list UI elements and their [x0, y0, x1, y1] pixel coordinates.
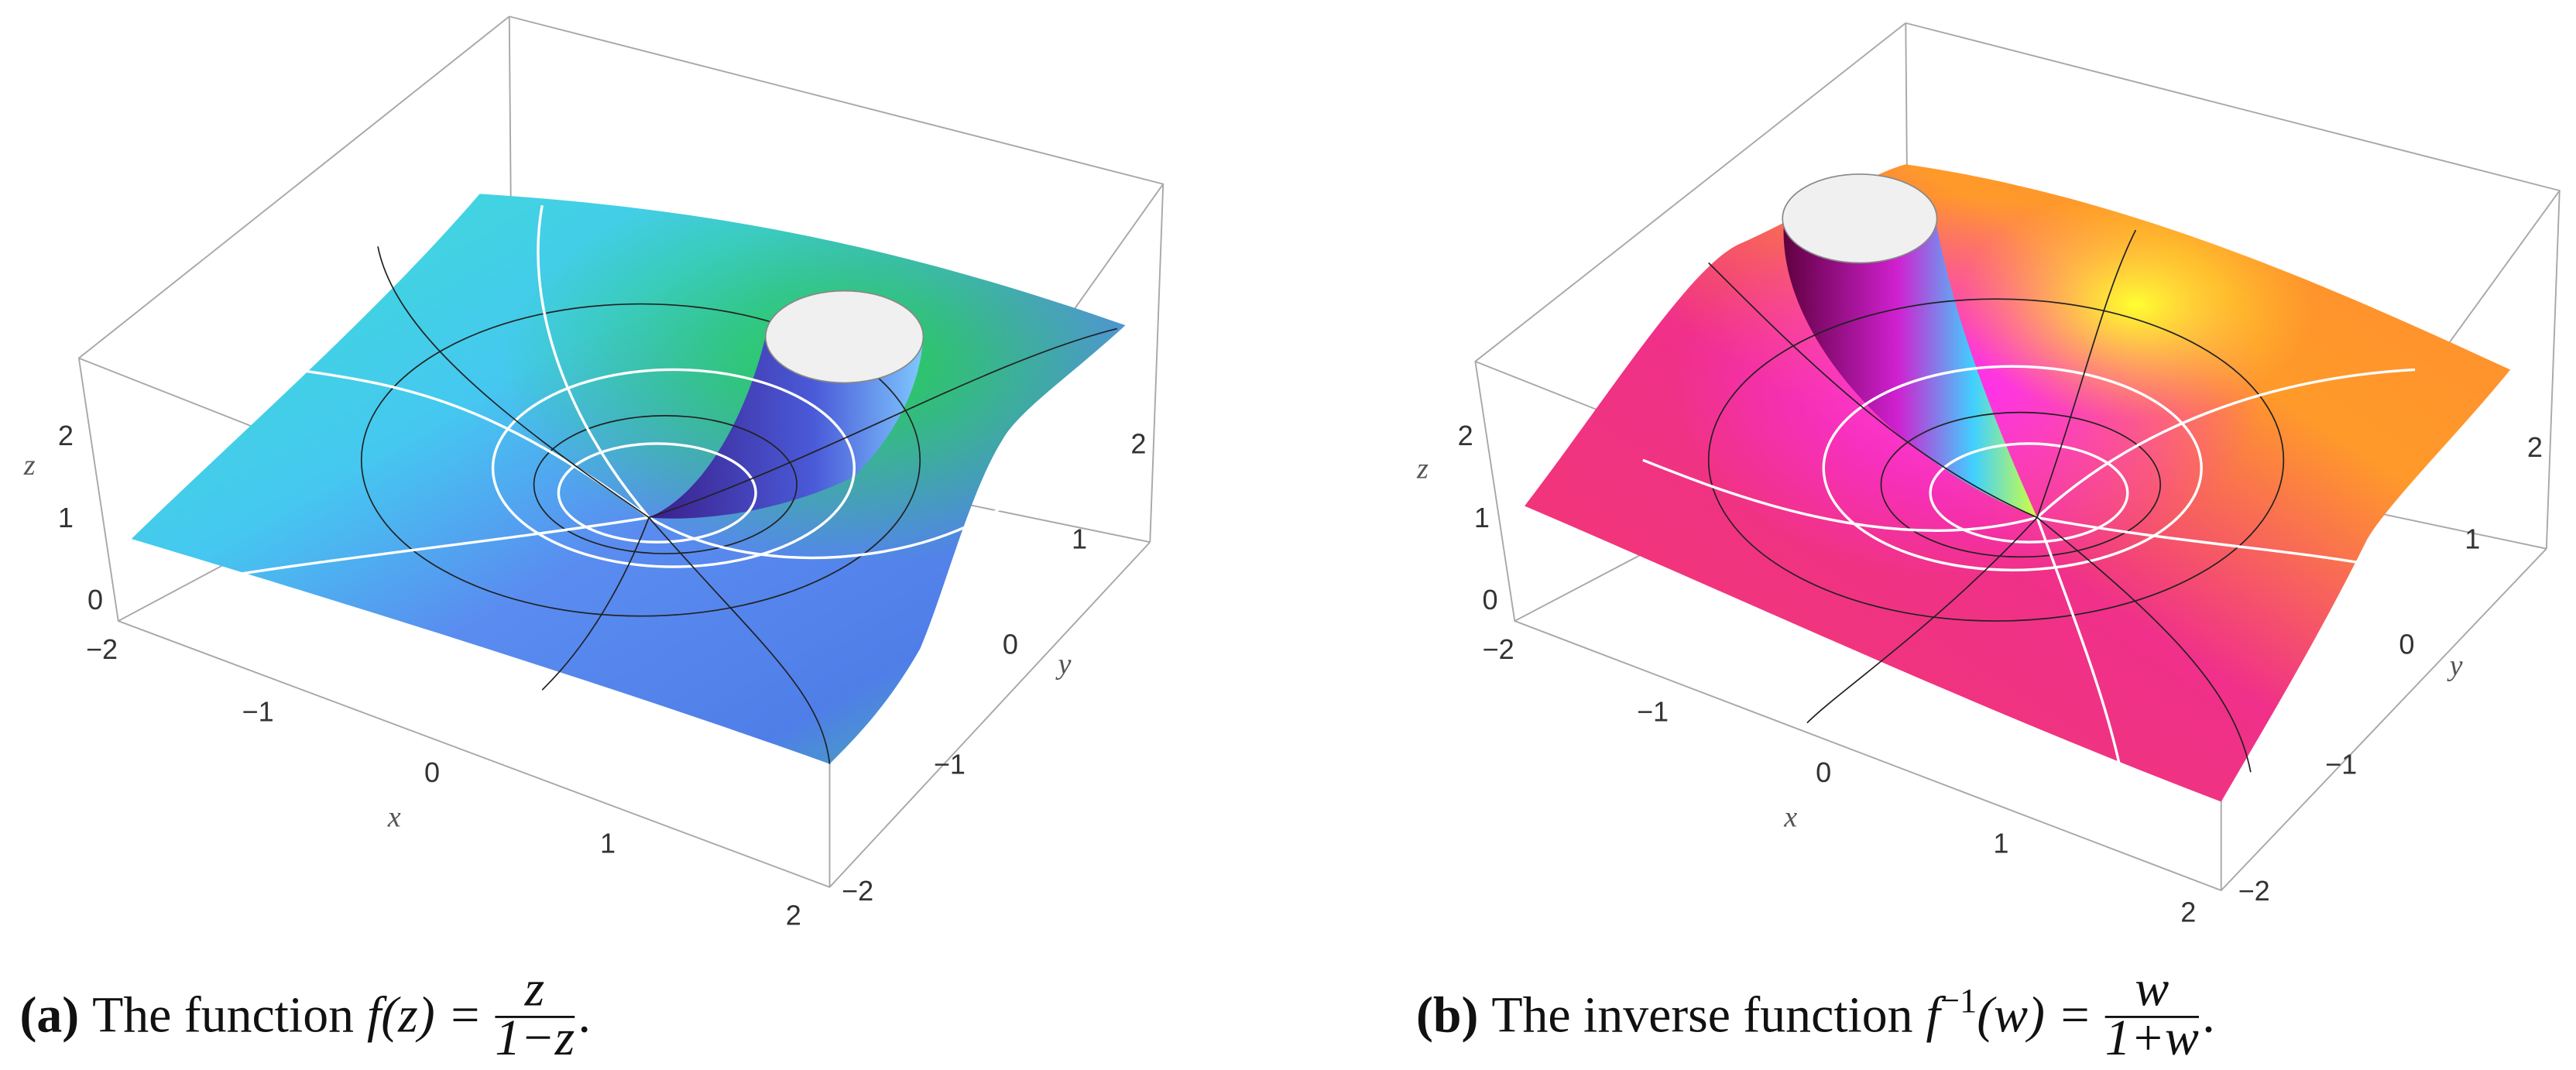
y-tick-label: −2: [2238, 875, 2270, 907]
z-axis-label: z: [1416, 452, 1429, 485]
y-tick-label: 1: [1072, 523, 1087, 555]
plot-b: [1474, 22, 2561, 892]
y-tick-label: 1: [2465, 523, 2480, 555]
x-tick-label: 0: [1816, 756, 1831, 788]
cap: [764, 290, 924, 384]
x-axis-label: x: [387, 801, 401, 833]
z-tick-label: 2: [1458, 420, 1473, 451]
x-tick-label: 1: [600, 827, 616, 859]
x-tick-label: 0: [424, 756, 440, 788]
contour-lines: [213, 204, 1118, 764]
y-tick-label: 0: [1003, 629, 1018, 660]
x-tick-label: 2: [2180, 896, 2196, 928]
y-tick-label: 0: [2399, 629, 2414, 660]
caption-denominator: 1−z: [495, 1010, 575, 1066]
x-tick-label: 2: [786, 900, 801, 931]
y-tick-label: −1: [934, 748, 966, 780]
caption-text: The inverse function: [1491, 987, 1912, 1044]
caption-superscript: −1: [1940, 981, 1977, 1020]
x-axis-label: x: [1783, 801, 1797, 833]
contour-lines: [1642, 229, 2416, 773]
y-tick-label: 2: [1130, 428, 1146, 460]
z-axis-label: z: [23, 449, 36, 482]
caption-numerator: w: [2135, 961, 2169, 1017]
z-tick-label: 2: [58, 420, 74, 451]
x-tick-label: −2: [1483, 633, 1514, 665]
x-tick-label: −1: [242, 696, 274, 728]
caption-denominator: 1+w: [2105, 1010, 2199, 1066]
caption-punctuation: .: [578, 987, 591, 1044]
y-axis-label: y: [2447, 650, 2463, 682]
z-tick-label: 0: [1482, 584, 1497, 616]
caption-label: (b): [1416, 987, 1478, 1044]
surface-shade: [131, 194, 1126, 764]
caption: (b) The inverse function f−1(w) = w1+w.: [1416, 961, 2215, 1067]
z-tick-label: 1: [58, 502, 74, 533]
caption-punctuation: .: [2202, 987, 2214, 1044]
y-tick-label: −1: [2325, 748, 2357, 780]
x-tick-label: −1: [1637, 696, 1669, 728]
z-tick-label: 0: [87, 584, 103, 616]
plot-a: [77, 15, 1165, 888]
caption-numerator: z: [524, 961, 545, 1017]
y-tick-label: −2: [842, 875, 873, 907]
x-tick-label: 1: [1993, 827, 2008, 859]
y-axis-label: y: [1055, 648, 1071, 681]
caption-label: (a): [19, 987, 79, 1044]
cap: [1782, 173, 1938, 264]
caption: (a) The function f(z) = z1−z.: [19, 961, 591, 1067]
caption-arg: (z) =: [381, 987, 482, 1044]
caption-arg: (w) =: [1977, 987, 2092, 1044]
z-tick-label: 1: [1474, 502, 1490, 533]
x-tick-label: −2: [86, 633, 118, 665]
funnel: [1783, 218, 2038, 518]
caption-line: (b) The inverse function f−1(w) =: [1416, 981, 2092, 1043]
caption-line: (a) The function f(z) =: [19, 987, 482, 1044]
y-tick-label: 2: [2527, 431, 2543, 463]
caption-text: The function: [92, 987, 354, 1044]
